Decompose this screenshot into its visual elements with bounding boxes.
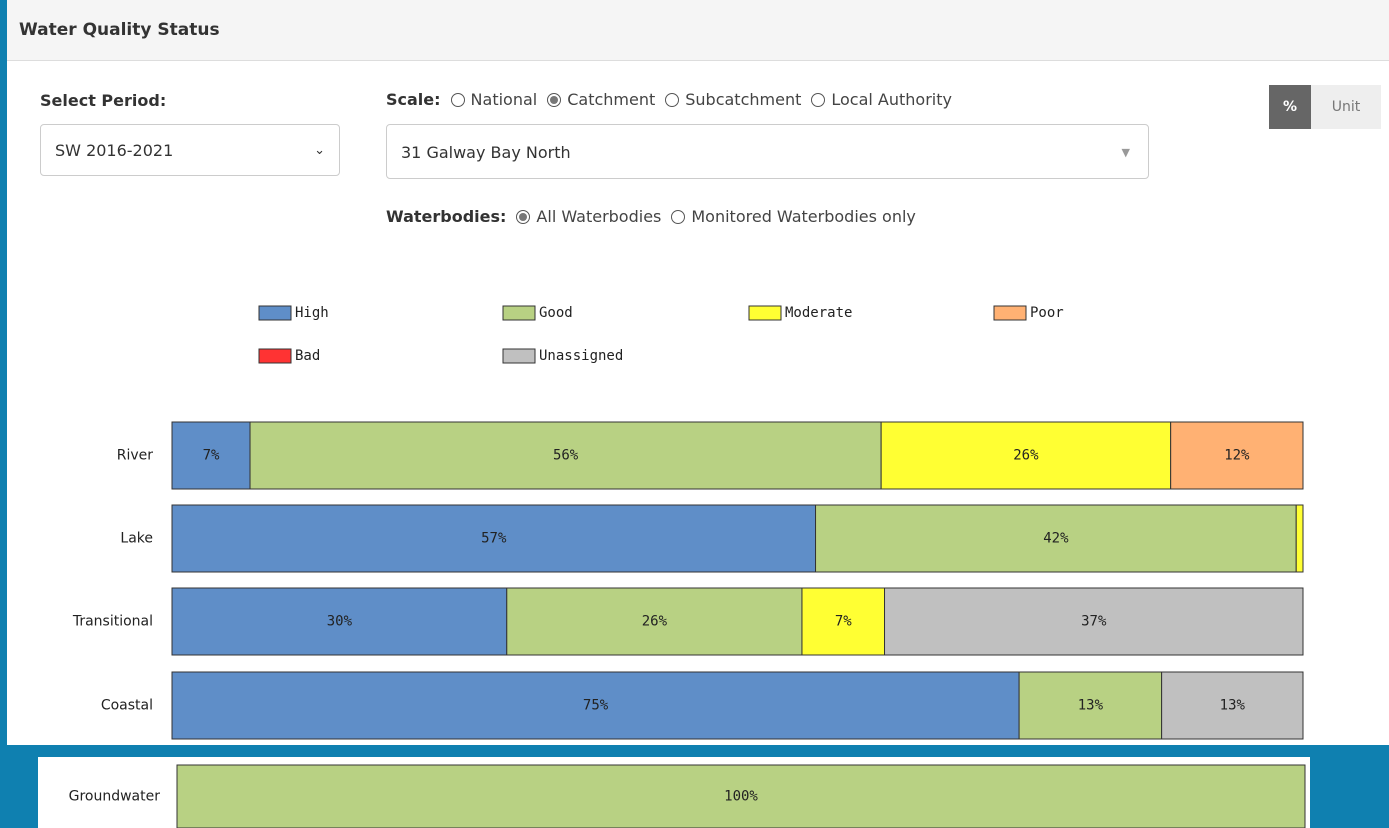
period-value: SW 2016-2021 bbox=[55, 141, 174, 160]
value-label: 57% bbox=[481, 531, 507, 547]
value-label: 26% bbox=[642, 614, 668, 630]
radio[interactable] bbox=[547, 93, 562, 107]
bar-segment bbox=[1161, 671, 1304, 740]
legend-swatch bbox=[993, 305, 1027, 321]
bar-segment bbox=[815, 504, 1297, 573]
radio[interactable] bbox=[811, 93, 826, 107]
bar-segment bbox=[171, 504, 817, 573]
category-label: Coastal bbox=[101, 698, 153, 714]
legend-swatch bbox=[258, 348, 292, 364]
value-label: 7% bbox=[835, 614, 852, 630]
radio[interactable] bbox=[665, 93, 680, 107]
waterbodies-row: Waterbodies: All Waterbodies Monitored Wat… bbox=[386, 207, 916, 226]
value-label: 13% bbox=[1078, 698, 1104, 714]
caret: ▼ bbox=[1121, 146, 1130, 159]
bar-segment bbox=[176, 764, 1306, 828]
category-label: Groundwater bbox=[69, 789, 161, 805]
legend-label: High bbox=[295, 305, 329, 321]
category-label: River bbox=[117, 448, 154, 464]
value-label: 12% bbox=[1224, 448, 1250, 464]
value-label: 7% bbox=[203, 448, 220, 464]
category-label: Transitional bbox=[72, 614, 153, 630]
legend-label: Moderate bbox=[785, 305, 852, 321]
value-label: 37% bbox=[1081, 614, 1107, 630]
radio[interactable] bbox=[516, 210, 531, 224]
value-label: 56% bbox=[553, 448, 579, 464]
radio[interactable] bbox=[450, 93, 465, 107]
scale-row: Scale: National Catchment Subcatchment Local… bbox=[386, 90, 952, 109]
catchment-value: 31 Galway Bay North bbox=[401, 143, 571, 162]
scale-label: Scale: bbox=[386, 90, 441, 109]
bar-segment bbox=[1295, 504, 1304, 573]
bar-segment bbox=[1170, 421, 1304, 490]
waterbodies-label: Waterbodies: bbox=[386, 207, 507, 226]
radio[interactable] bbox=[671, 210, 686, 224]
legend-label: Unassigned bbox=[539, 348, 623, 364]
radio-label[interactable]: All Waterbodies bbox=[536, 207, 662, 226]
bar-segment bbox=[506, 587, 803, 656]
value-label: 26% bbox=[1013, 448, 1039, 464]
bar-segment bbox=[171, 671, 1020, 740]
value-label: 13% bbox=[1220, 698, 1246, 714]
bar-segment bbox=[249, 421, 882, 490]
legend-label: Good bbox=[539, 305, 573, 321]
legend-swatch bbox=[502, 305, 536, 321]
bar-segment bbox=[1018, 671, 1163, 740]
legend-swatch bbox=[258, 305, 292, 321]
catchment-select[interactable]: 31 Galway Bay North ▼ bbox=[386, 124, 1149, 179]
period-select[interactable]: SW 2016-2021 ⌄ bbox=[40, 124, 340, 176]
chevron: ⌄ bbox=[314, 143, 325, 158]
value-label: 75% bbox=[583, 698, 609, 714]
radio-label[interactable]: Catchment bbox=[567, 90, 656, 109]
bar-segment bbox=[880, 421, 1172, 490]
radio-label[interactable]: Subcatchment bbox=[685, 90, 802, 109]
radio-label[interactable]: Local Authority bbox=[831, 90, 952, 109]
legend-swatch bbox=[502, 348, 536, 364]
category-label: Lake bbox=[120, 531, 153, 547]
value-label: 100% bbox=[724, 789, 758, 805]
value-label: 30% bbox=[327, 614, 353, 630]
toggle-button[interactable]: % bbox=[1269, 85, 1311, 129]
legend-label: Bad bbox=[295, 348, 320, 364]
bar-segment bbox=[171, 587, 508, 656]
header: Water Quality Status bbox=[7, 0, 1389, 61]
radio-label[interactable]: Monitored Waterbodies only bbox=[691, 207, 916, 226]
title: Water Quality Status bbox=[19, 20, 220, 40]
value-label: 42% bbox=[1043, 531, 1069, 547]
radio-label[interactable]: National bbox=[470, 90, 538, 109]
legend-label: Poor bbox=[1030, 305, 1064, 321]
period-label: Select Period: bbox=[40, 91, 167, 110]
toggle-button[interactable]: Unit bbox=[1311, 85, 1381, 129]
bar-segment bbox=[884, 587, 1304, 656]
legend-swatch bbox=[748, 305, 782, 321]
